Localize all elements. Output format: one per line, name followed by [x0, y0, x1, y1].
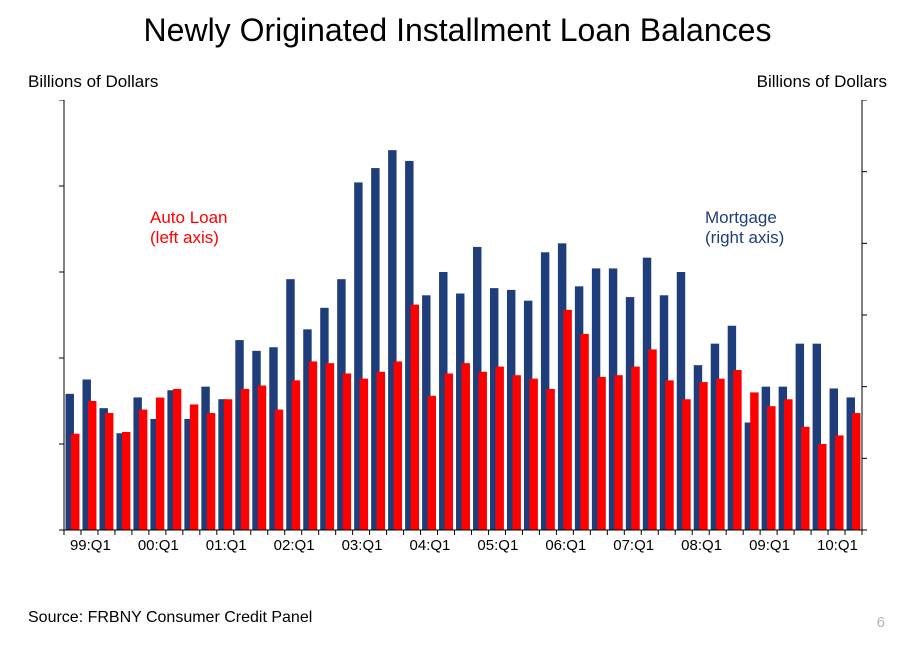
auto-loan-bar: [224, 399, 232, 530]
auto-loan-bar: [835, 435, 843, 530]
auto-loan-bar: [105, 413, 113, 530]
auto-loan-bar: [360, 379, 368, 530]
auto-loan-bar: [207, 413, 215, 530]
auto-loan-bar: [784, 399, 792, 530]
auto-loan-bar: [377, 372, 385, 530]
auto-loan-bar: [275, 410, 283, 530]
y-left-axis-title: Billions of Dollars: [28, 72, 158, 92]
auto-loan-bar: [343, 373, 351, 530]
auto-loan-bar: [852, 413, 860, 530]
auto-loan-bar: [495, 367, 503, 530]
page: Newly Originated Installment Loan Balanc…: [0, 0, 915, 645]
chart-title: Newly Originated Installment Loan Balanc…: [0, 12, 915, 49]
auto-loan-bar: [648, 349, 656, 530]
auto-loan-bar: [801, 427, 809, 530]
chart-area: 05010015020025002004006008001,0001,20099…: [58, 100, 868, 560]
auto-loan-bar: [767, 406, 775, 530]
auto-loan-bar: [71, 434, 79, 530]
page-number: 6: [877, 614, 885, 631]
auto-loan-bar: [479, 372, 487, 530]
auto-loan-bar: [173, 389, 181, 530]
auto-loan-bar: [818, 444, 826, 530]
auto-loan-bar: [614, 375, 622, 530]
auto-loan-bar: [88, 401, 96, 530]
x-tick-label: 00:Q1: [138, 537, 179, 554]
y-right-axis-title: Billions of Dollars: [757, 72, 887, 92]
auto-loan-bar: [292, 380, 300, 530]
auto-loan-bar: [122, 432, 130, 530]
x-tick-label: 02:Q1: [274, 537, 315, 554]
auto-loan-bar: [428, 396, 436, 530]
x-tick-label: 10:Q1: [817, 537, 858, 554]
auto-loan-bar: [750, 392, 758, 530]
x-tick-label: 07:Q1: [613, 537, 654, 554]
auto-loan-bar: [716, 379, 724, 530]
auto-loan-bar: [682, 399, 690, 530]
auto-loan-bar: [563, 310, 571, 530]
auto-loan-bar: [241, 389, 249, 530]
auto-loan-bar: [546, 389, 554, 530]
auto-loan-bar: [597, 377, 605, 530]
x-tick-label: 99:Q1: [70, 537, 111, 554]
auto-loan-bar: [394, 361, 402, 530]
x-tick-label: 09:Q1: [749, 537, 790, 554]
auto-loan-bar: [445, 373, 453, 530]
auto-loan-bar: [326, 363, 334, 530]
auto-loan-bar: [258, 386, 266, 530]
x-tick-label: 05:Q1: [477, 537, 518, 554]
auto-loan-bar: [462, 363, 470, 530]
auto-loan-bar: [580, 334, 588, 530]
auto-loan-bar: [512, 375, 520, 530]
x-tick-label: 06:Q1: [545, 537, 586, 554]
auto-loan-bar: [665, 380, 673, 530]
x-tick-label: 03:Q1: [342, 537, 383, 554]
x-tick-label: 08:Q1: [681, 537, 722, 554]
auto-loan-bar: [529, 379, 537, 530]
auto-loan-bar: [156, 398, 164, 530]
auto-loan-bar: [631, 367, 639, 530]
auto-loan-bar: [699, 382, 707, 530]
x-tick-label: 01:Q1: [206, 537, 247, 554]
auto-loan-bar: [733, 370, 741, 530]
auto-loan-bar: [190, 404, 198, 530]
source-caption: Source: FRBNY Consumer Credit Panel: [28, 609, 312, 627]
x-tick-label: 04:Q1: [410, 537, 451, 554]
chart-svg: 05010015020025002004006008001,0001,20099…: [58, 100, 868, 560]
auto-loan-bar: [411, 305, 419, 530]
auto-loan-bar: [309, 361, 317, 530]
auto-loan-bar: [139, 410, 147, 530]
